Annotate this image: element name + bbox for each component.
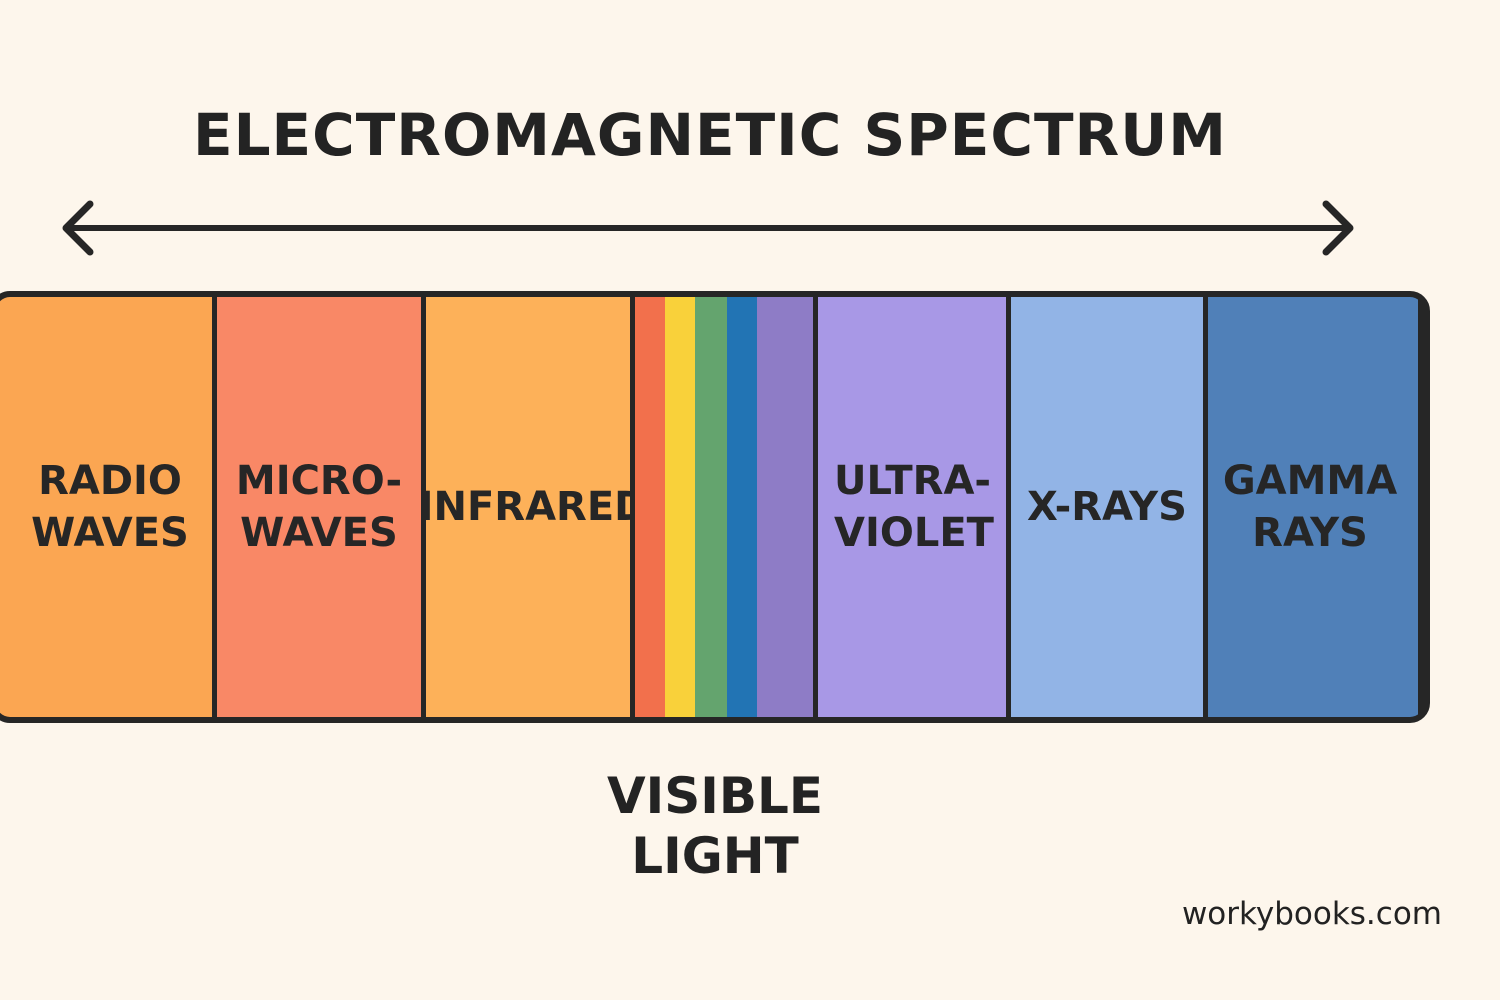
visible-label-line1: VISIBLE <box>606 767 824 825</box>
visible-stripe-violet <box>757 297 813 717</box>
band-microwaves: MICRO- WAVES <box>217 297 421 717</box>
band-ultraviolet: ULTRA- VIOLET <box>818 297 1006 717</box>
band-radio-waves: RADIO WAVES <box>0 297 212 717</box>
diagram-title: ELECTROMAGNETIC SPECTRUM <box>192 101 1228 169</box>
band-infrared: INFRARED <box>419 297 647 717</box>
band-label-line1: GAMMA <box>1222 458 1398 504</box>
visible-stripe-blue <box>727 297 757 717</box>
band-label-line1: INFRARED <box>418 484 648 530</box>
band-gamma-rays: GAMMA RAYS <box>1208 297 1418 717</box>
band-label-line1: ULTRA- <box>834 458 992 504</box>
visible-label-line2: LIGHT <box>631 827 799 885</box>
watermark-text: workybooks.com <box>1181 896 1442 932</box>
double-headed-arrow-icon <box>62 200 1354 256</box>
visible-stripe-green <box>695 297 727 717</box>
band-x-rays: X-RAYS <box>1011 297 1203 717</box>
visible-light-label: VISIBLE LIGHT <box>560 766 870 886</box>
band-label-line1: X-RAYS <box>1027 484 1187 530</box>
visible-stripe-red <box>635 297 665 717</box>
band-label-line1: RADIO <box>38 458 182 504</box>
band-divider <box>1006 297 1011 717</box>
band-label-line2: VIOLET <box>834 510 994 556</box>
band-divider <box>1203 297 1208 717</box>
band-label-line2: WAVES <box>31 510 189 556</box>
band-divider <box>421 297 426 717</box>
band-divider <box>630 297 635 717</box>
band-label-line2: RAYS <box>1252 510 1368 556</box>
band-label-line2: WAVES <box>240 510 398 556</box>
band-label-line1: MICRO- <box>235 458 403 504</box>
visible-stripe-yellow <box>665 297 695 717</box>
spectrum-bar: RADIO WAVES MICRO- WAVES INFRARED ULTRA-… <box>0 291 1430 723</box>
band-divider <box>212 297 217 717</box>
band-divider <box>813 297 818 717</box>
